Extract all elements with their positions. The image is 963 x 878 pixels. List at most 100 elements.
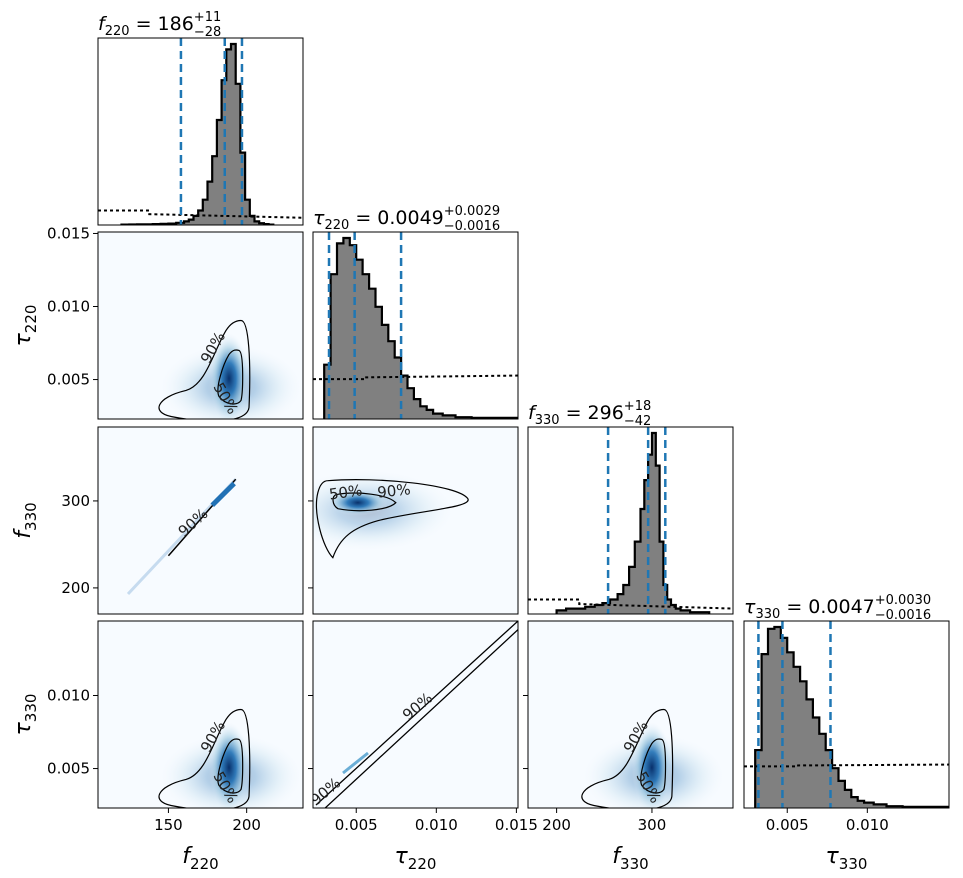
y-tick-label: 0.005 xyxy=(47,760,90,778)
y-axis-label-tau330: τ330 xyxy=(11,694,40,736)
diag-panel-tau330 xyxy=(744,621,949,808)
panel-2d-f220-f330: 90% xyxy=(98,427,303,614)
x-tick-label: 0.015 xyxy=(495,816,538,834)
density-core xyxy=(209,722,250,808)
contour-90-upper xyxy=(315,621,518,806)
x-tick-label: 0.005 xyxy=(335,816,378,834)
axis-symbol: τ xyxy=(11,721,36,735)
histogram-fill xyxy=(121,44,274,225)
contour-50 xyxy=(640,738,667,794)
title-minus: −0.0016 xyxy=(875,608,931,623)
y-tick-label: 0.010 xyxy=(47,298,90,316)
y-axis-label-f330: f330 xyxy=(11,502,40,538)
title-minus: −0.0016 xyxy=(444,219,500,234)
density-core xyxy=(342,751,369,775)
histogram-outline xyxy=(555,431,711,614)
title-plus: +11 xyxy=(194,10,221,25)
axis-sub: 330 xyxy=(620,855,649,873)
title-minus: −28 xyxy=(194,25,221,40)
panel-2d-f220-tau330: 90%50% xyxy=(98,621,303,808)
panel-title: τ330 = 0.0047+0.0030 −0.0016 xyxy=(744,593,931,623)
axis-symbol: τ xyxy=(395,844,409,869)
panel-title: f220 = 186+11 −28 xyxy=(98,10,221,40)
axis-symbol: f xyxy=(612,844,623,869)
histogram-fill xyxy=(755,627,949,808)
axis-sub: 220 xyxy=(22,305,40,334)
density-core xyxy=(631,722,672,808)
panel-2d-f220-tau220: 90%50% xyxy=(98,232,303,419)
title-symbol: f xyxy=(98,13,108,35)
panel-frame xyxy=(312,620,519,809)
x-tick-label: 0.005 xyxy=(766,816,809,834)
contour-50 xyxy=(217,738,244,794)
panel-frame xyxy=(97,37,304,226)
x-tick-label: 200 xyxy=(232,816,261,834)
axis-sub: 330 xyxy=(22,502,40,531)
y-axis-label-tau220: τ220 xyxy=(11,305,40,347)
title-minus: −42 xyxy=(624,414,651,429)
panel-2d-f330-tau330: 90%50% xyxy=(528,621,733,808)
title-plus: +18 xyxy=(624,399,651,414)
panel-title: τ220 = 0.0049+0.0029 −0.0016 xyxy=(313,204,500,234)
title-median: = 296 xyxy=(560,402,624,424)
x-tick-label: 200 xyxy=(542,816,571,834)
panel-frame xyxy=(527,620,734,809)
title-plus: +0.0030 xyxy=(875,593,931,608)
title-median: = 186 xyxy=(130,13,194,35)
histogram-fill xyxy=(324,238,518,419)
panel-frame xyxy=(97,620,304,809)
y-tick-label: 0.015 xyxy=(47,224,90,242)
contour-50 xyxy=(217,349,244,405)
panel-bg xyxy=(98,427,303,614)
panel-frame xyxy=(97,426,304,615)
diag-panel-f330 xyxy=(528,427,733,614)
title-plus: +0.0029 xyxy=(444,204,500,219)
panel-2d-tau220-tau330: 90%90% xyxy=(313,621,518,808)
diag-panel-tau220 xyxy=(313,232,518,419)
contour-90-lower xyxy=(324,628,518,808)
x-tick-label: 0.010 xyxy=(415,816,458,834)
title-symbol: f xyxy=(528,402,538,424)
density-core xyxy=(210,481,236,508)
title-median: = 0.0049 xyxy=(349,207,443,229)
prior-dotted-line xyxy=(528,598,733,610)
histogram-fill xyxy=(556,433,710,614)
x-tick-label: 0.010 xyxy=(846,816,889,834)
axis-symbol: τ xyxy=(826,844,840,869)
prior-dotted-line xyxy=(313,374,518,381)
panel-frame xyxy=(743,620,950,809)
title-median: = 0.0047 xyxy=(780,596,874,618)
axis-symbol: f xyxy=(182,844,193,869)
contour-90 xyxy=(581,708,674,808)
axis-symbol: τ xyxy=(11,332,36,346)
axis-sub: 330 xyxy=(839,855,868,873)
axis-symbol: f xyxy=(11,528,36,539)
title-symbol: τ xyxy=(313,207,325,229)
contour-90 xyxy=(315,479,469,559)
x-axis-label-f220: f220 xyxy=(182,844,218,873)
density-core xyxy=(209,333,250,419)
y-tick-label: 300 xyxy=(61,492,90,510)
prior-dotted-line xyxy=(98,209,303,219)
x-axis-label-tau220: τ220 xyxy=(395,844,437,873)
contour-50 xyxy=(332,492,397,512)
panel-frame xyxy=(312,231,519,420)
panel-frame xyxy=(97,231,304,420)
x-axis-label-f330: f330 xyxy=(612,844,648,873)
contour-label-90: 90% xyxy=(376,480,411,501)
title-sub: 330 xyxy=(535,413,560,428)
y-tick-label: 200 xyxy=(61,579,90,597)
axis-sub: 220 xyxy=(190,855,219,873)
title-sub: 220 xyxy=(324,218,349,233)
contour-label-50: 50% xyxy=(328,481,364,503)
panel-frame xyxy=(527,426,734,615)
x-tick-label: 300 xyxy=(638,816,667,834)
title-sub: 220 xyxy=(105,24,130,39)
contour-90 xyxy=(158,319,251,419)
histogram-outline xyxy=(754,625,949,808)
axis-sub: 330 xyxy=(22,694,40,723)
diag-panel-f220 xyxy=(98,38,303,225)
histogram-outline xyxy=(323,236,518,419)
y-tick-label: 0.010 xyxy=(47,687,90,705)
